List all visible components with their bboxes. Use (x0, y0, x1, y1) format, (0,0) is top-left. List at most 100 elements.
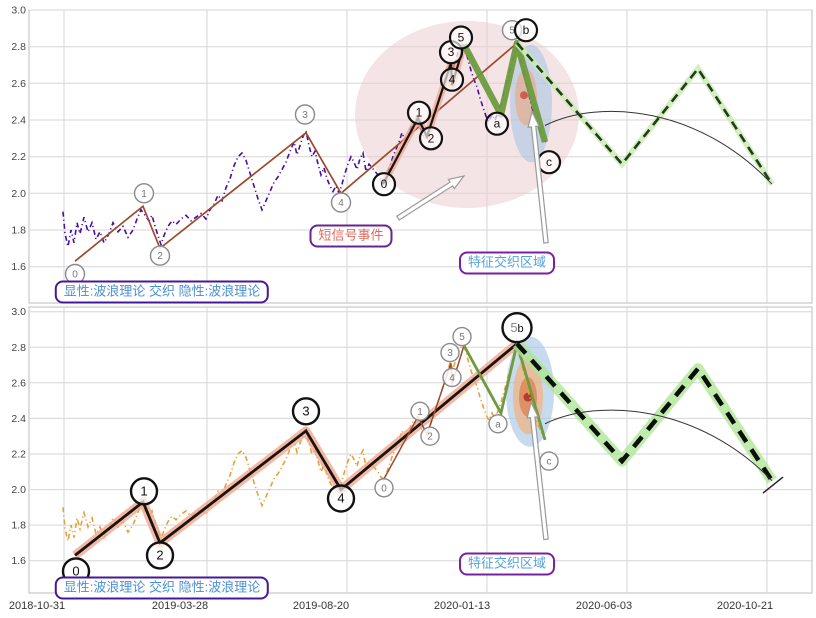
callout-arrow (527, 109, 549, 244)
y-tick-label: 2.4 (11, 413, 26, 425)
wave-marker-label: 2 (427, 432, 433, 443)
wave-marker-explicit-a (484, 111, 510, 136)
short-signal-event-text: 短信号事件 (318, 227, 384, 243)
feature-interweave-zone-label-bottom: 特征交织区域 (458, 552, 556, 576)
y-tick-label: 2.0 (11, 484, 26, 496)
wave-marker-explicit-1 (406, 100, 432, 125)
guide-arc (544, 409, 773, 482)
wave-marker-label: 3 (448, 45, 455, 59)
wave-marker-label: 4 (338, 198, 344, 209)
guide-arc (544, 110, 773, 185)
wave-marker-label: 0 (72, 270, 78, 281)
wave-marker-label: 5 (509, 26, 515, 37)
wave-marker-label: 4 (337, 491, 344, 506)
x-tick-label: 2020-01-13 (434, 600, 490, 612)
y-tick-label: 1.6 (11, 261, 26, 273)
callout-arrow (395, 174, 466, 221)
wave-marker-implicit-4 (442, 367, 462, 388)
y-tick-label: 1.8 (11, 225, 26, 237)
wave-marker-explicit-5 (448, 25, 474, 50)
projection-dashed-line (515, 342, 774, 482)
wave-marker-label: a (494, 117, 501, 131)
x-tick-label: 2019-03-28 (152, 600, 208, 612)
y-tick-label: 3.0 (11, 306, 26, 318)
wave-marker-label: 3 (447, 348, 453, 359)
abc-correction-line (461, 39, 549, 143)
wave-marker-label: 3 (302, 110, 308, 121)
y-tick-label: 2.8 (11, 342, 26, 354)
wave-marker-implicit-2 (149, 245, 171, 266)
y-tick-label: 3.0 (11, 5, 26, 17)
wave-marker-label: 3 (302, 403, 309, 418)
wave-marker-label: 0 (72, 563, 79, 578)
wave-marker-explicit-5b (501, 312, 533, 344)
wave-marker-explicit-b (513, 18, 539, 43)
wave-marker-implicit-3 (294, 104, 316, 125)
projection-dashed-line (516, 42, 774, 185)
plot-border (28, 306, 813, 594)
highlight-ellipse (520, 91, 528, 100)
wave-marker-label: 4 (449, 73, 456, 87)
wave-marker-label: 2 (156, 547, 163, 562)
wave-marker-explicit-2 (145, 541, 175, 570)
main-wave-line-explicit (74, 342, 518, 557)
bottom-panel: 3.0 2.8 2.6 2.4 2.2 2.0 1.8 1.6 0 1 2 3 4 5 a c 0 1 2 3 4 5b 2… (9, 306, 813, 612)
y-tick-label: 2.0 (11, 188, 26, 200)
callout-arrow (526, 400, 549, 541)
wave-theory-caption-text-bottom: 显性:波浪理论 交织 隐性:波浪理论 (63, 579, 261, 595)
wave-marker-implicit-3 (440, 342, 460, 363)
wave-theory-caption-top: 显性:波浪理论 交织 隐性:波浪理论 (54, 280, 270, 304)
wave-marker-label: 1 (140, 483, 147, 498)
wave-marker-label: 4 (449, 373, 455, 384)
x-tick-label: 2019-08-20 (293, 600, 349, 612)
highlight-ellipse (523, 392, 533, 402)
wave-marker-label: 2 (428, 131, 435, 145)
wave-marker-implicit-1 (410, 401, 430, 421)
y-tick-label: 2.2 (11, 151, 26, 163)
wave-marker-label: 5 (458, 31, 465, 45)
wave-marker-label: 0 (381, 177, 388, 191)
wave-marker-explicit-4 (439, 67, 465, 92)
wave-marker-implicit-0 (374, 478, 394, 498)
wave-marker-label: 0 (381, 483, 387, 494)
main-wave-line-implicit (74, 42, 518, 262)
feature-interweave-zone-label-top: 特征交织区域 (458, 251, 556, 275)
wave-theory-caption-bottom: 显性:波浪理论 交织 隐性:波浪理论 (54, 576, 270, 600)
y-tick-label: 1.6 (11, 555, 26, 567)
wave-marker-label: 5b (510, 320, 523, 335)
wave-marker-explicit-0 (371, 172, 397, 197)
wave-marker-label: b (523, 23, 530, 37)
wave-marker-implicit-5 (452, 326, 472, 347)
wave-marker-explicit-3 (291, 397, 321, 426)
wave-marker-implicit-a (488, 414, 508, 434)
wave-marker-label: c (546, 155, 552, 169)
feature-interweave-zone-text-bottom: 特征交织区域 (467, 555, 547, 571)
wave-marker-label: a (495, 419, 501, 430)
y-tick-label: 2.6 (11, 78, 26, 90)
wave-marker-implicit-2 (420, 426, 440, 446)
price-line (62, 43, 547, 248)
feature-interweave-zone-text-top: 特征交织区域 (467, 254, 547, 270)
x-tick-label: 2020-10-21 (717, 600, 773, 612)
short-signal-event-label: 短信号事件 (309, 224, 393, 248)
y-tick-label: 2.6 (11, 377, 26, 389)
y-tick-label: 2.8 (11, 41, 26, 53)
x-tick-label: 2018-10-31 (9, 600, 65, 612)
wave-marker-explicit-2 (418, 126, 444, 151)
wave-marker-label: 1 (417, 407, 423, 418)
wave-marker-label: 2 (157, 251, 163, 262)
projection-end-tick (762, 476, 784, 494)
wave-marker-label: 1 (141, 189, 147, 200)
wave-marker-label: 5 (459, 332, 465, 343)
wave-marker-label: 1 (416, 106, 423, 120)
wave-marker-implicit-1 (133, 183, 155, 204)
abc-correction-line (462, 338, 547, 441)
x-tick-label: 2020-06-03 (576, 600, 632, 612)
wave-marker-explicit-4 (326, 484, 356, 513)
y-tick-label: 2.4 (11, 115, 26, 127)
wave-marker-explicit-1 (129, 477, 159, 506)
y-tick-label: 1.8 (11, 520, 26, 532)
